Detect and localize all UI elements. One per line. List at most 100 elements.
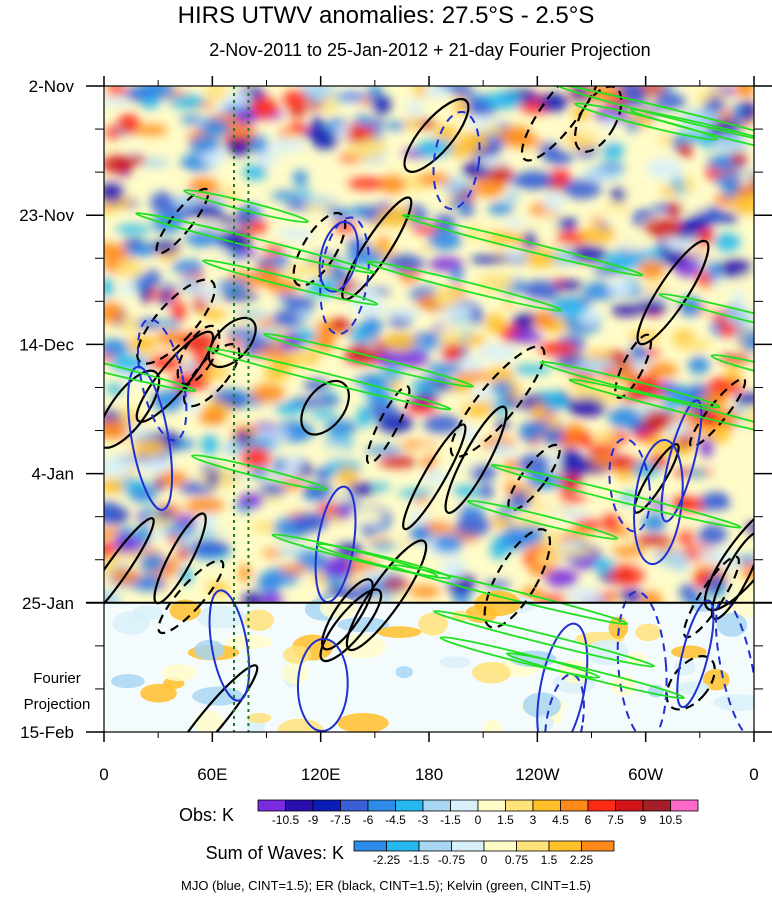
obs-blob (104, 277, 114, 298)
obs-blob (504, 480, 520, 495)
projection-blob (673, 658, 696, 676)
projection-blob (483, 719, 503, 732)
projection-blob (439, 656, 471, 669)
er-contour (507, 443, 561, 512)
x-tick-label: 120E (301, 765, 341, 784)
obs-blob (386, 308, 422, 320)
obs-blob (347, 482, 376, 496)
colorbar-swatch (340, 799, 369, 812)
projection-blob (676, 681, 710, 696)
obs-blob (565, 423, 585, 439)
obs-blob (488, 164, 514, 183)
obs-blob (616, 468, 633, 482)
obs-blob (637, 259, 666, 279)
colorbar-tick-label: -1.5 (409, 853, 430, 867)
er-contour (665, 655, 716, 711)
obs-blob (104, 478, 125, 494)
obs-blob (246, 436, 276, 446)
colorbar-swatch (312, 799, 341, 812)
obs-blob (547, 453, 561, 467)
obs-blob (197, 283, 220, 303)
obs-blob (225, 139, 252, 156)
colorbar-tick-label: -10.5 (272, 813, 300, 827)
obs-blob (104, 419, 130, 440)
projection-blob (282, 661, 309, 685)
colorbar-tick-label: -4.5 (385, 813, 406, 827)
kelvin-contour (316, 543, 452, 580)
obs-blob (272, 254, 290, 269)
kelvin-contour (135, 212, 376, 274)
obs-blob (471, 387, 493, 402)
obs-blob (556, 547, 596, 557)
obs-blob (539, 141, 561, 161)
obs-blob (410, 524, 429, 541)
obs-blob (271, 191, 302, 201)
obs-blob (700, 492, 731, 510)
obs-blob (406, 114, 420, 133)
obs-blob (633, 430, 659, 442)
obs-blob (207, 248, 232, 271)
x-tick-label: 180 (415, 765, 443, 784)
obs-blob (542, 428, 564, 446)
colorbar-swatch (353, 840, 387, 852)
obs-blob (140, 97, 160, 109)
colorbar-tick-label: -9 (308, 813, 319, 827)
mjo-contour (660, 399, 703, 523)
obs-blob (635, 534, 672, 546)
obs-blob (570, 245, 608, 262)
obs-blob (427, 229, 462, 251)
obs-blob (528, 214, 559, 235)
wave-contours (104, 86, 754, 732)
obs-blob (644, 362, 679, 378)
obs-blob (439, 330, 464, 349)
obs-blob (353, 375, 393, 388)
obs-blob (326, 585, 347, 595)
obs-colorbar: Obs: K -10.5 -9 -7.5 -6 -4.5 -3 -1.5 0 1.5 3 4.5 6 7… (179, 799, 699, 827)
obs-blob (730, 151, 747, 166)
obs-blob (593, 431, 617, 445)
kelvin-contour (491, 464, 742, 529)
obs-blob (445, 456, 484, 468)
obs-blob (131, 439, 168, 456)
colorbar-tick-label: 3 (530, 813, 537, 827)
colorbar-tick-label: 6 (585, 813, 592, 827)
obs-blob (285, 296, 316, 312)
obs-blob (552, 217, 579, 231)
kelvin-contour (401, 214, 644, 277)
obs-blob (238, 564, 251, 583)
y-tick-label: 2-Nov (29, 77, 75, 96)
obs-blob (206, 471, 220, 486)
obs-blob (579, 226, 617, 244)
obs-anomaly-field (104, 86, 754, 613)
colorbar-swatch (505, 799, 534, 812)
obs-blob (184, 228, 223, 248)
obs-blob (294, 309, 314, 321)
obs-blob (293, 169, 308, 187)
er-contour (157, 559, 225, 635)
obs-blob (490, 380, 514, 396)
obs-blob (219, 292, 260, 301)
projection-label-line1: Fourier (33, 670, 81, 687)
obs-blob (735, 274, 754, 294)
obs-blob (159, 292, 172, 306)
obs-blob (451, 485, 481, 497)
projection-blob (110, 674, 145, 689)
obs-blob (454, 505, 486, 518)
obs-blob (104, 302, 124, 324)
x-tick-label: 0 (749, 765, 758, 784)
obs-blob (438, 305, 476, 318)
obs-blob (335, 125, 350, 141)
obs-blob (478, 483, 494, 500)
obs-blob (170, 515, 199, 526)
projection-blob (635, 623, 662, 642)
er-contour (689, 377, 747, 448)
obs-blob (250, 520, 280, 534)
obs-blob (598, 162, 626, 171)
projection-blob (716, 612, 748, 637)
obs-blob (731, 289, 745, 311)
obs-blob (372, 482, 390, 492)
obs-blob (726, 365, 740, 383)
obs-blob (266, 137, 306, 153)
obs-blob (169, 94, 206, 109)
kelvin-contour (205, 347, 452, 411)
